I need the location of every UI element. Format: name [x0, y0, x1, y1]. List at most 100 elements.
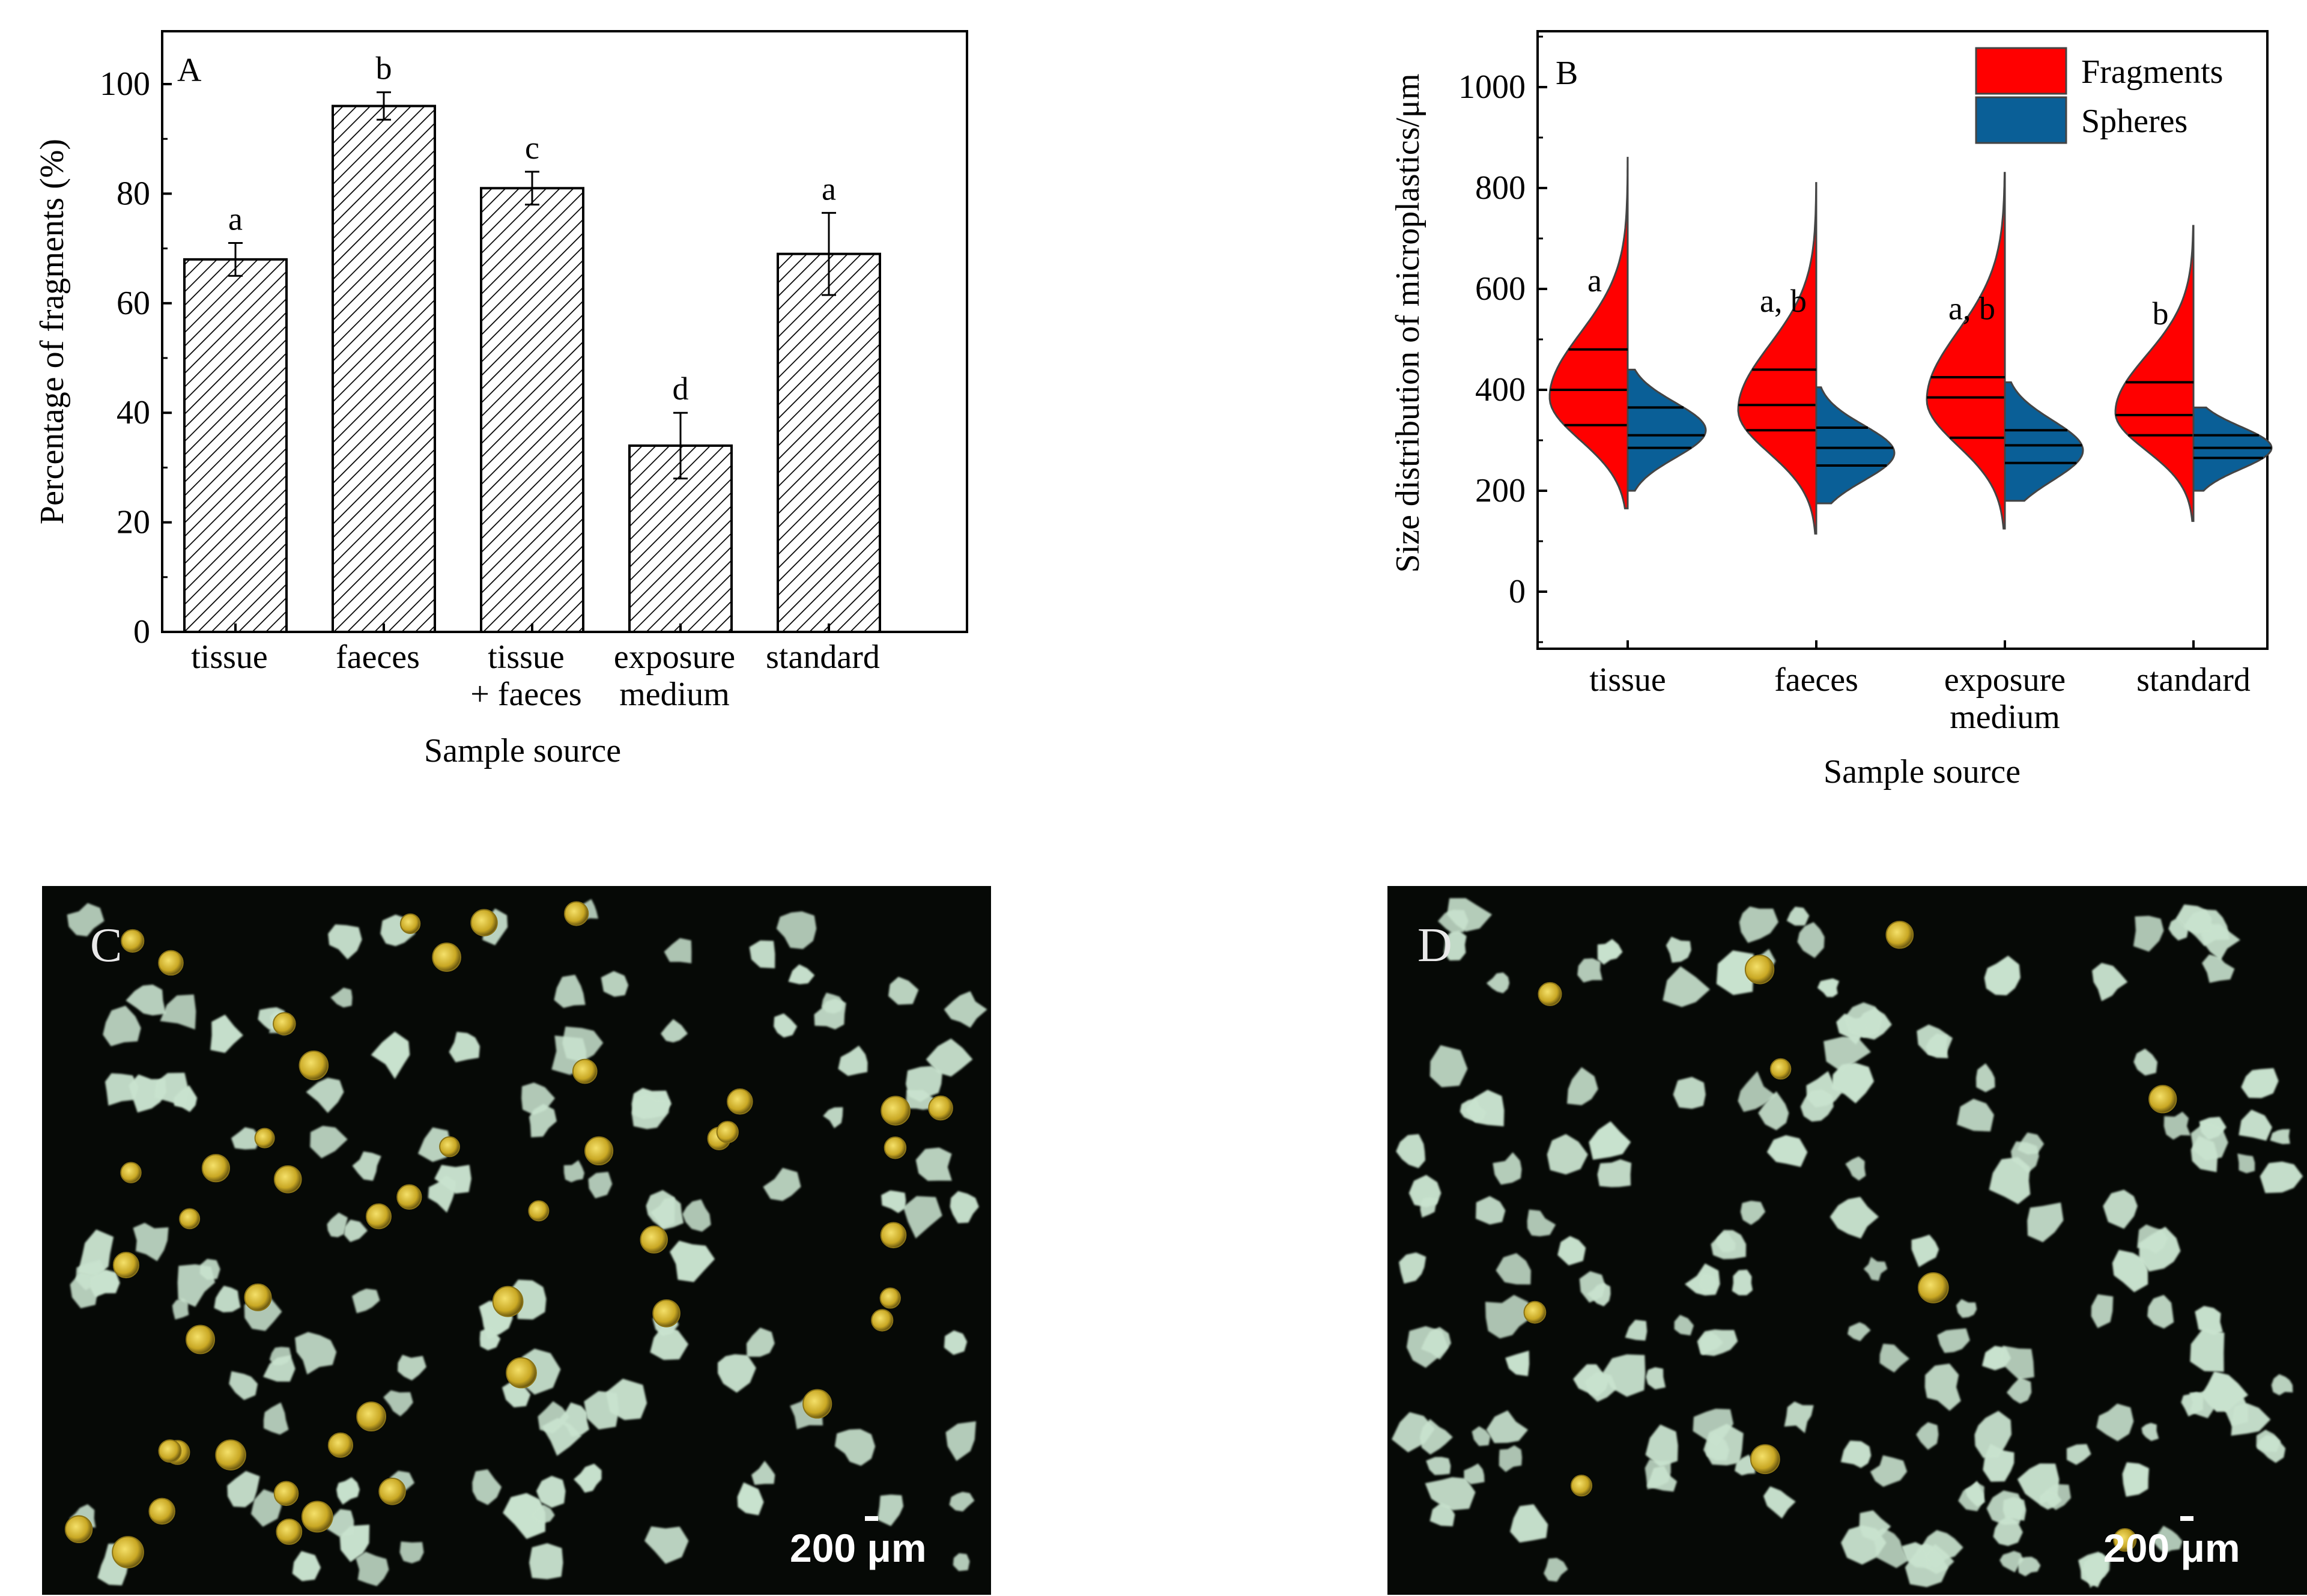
fragment-particle [1965, 1481, 1985, 1507]
fragment-particle [1447, 898, 1493, 932]
fragment-particle [834, 1429, 876, 1466]
fragment-particle [174, 1085, 198, 1112]
fragment-particle [263, 1402, 289, 1435]
sphere-particle [1538, 982, 1562, 1006]
legend-swatch [1975, 47, 2067, 95]
fragment-particle [1573, 1364, 1610, 1397]
sphere-particle [1750, 1444, 1780, 1475]
sphere-particle [64, 1515, 93, 1544]
fragment-particle [788, 964, 815, 985]
fragment-particle [1557, 1236, 1586, 1266]
fragment-particle [2141, 1422, 2159, 1441]
fragment-particle [953, 1553, 970, 1571]
fragment-particle [2091, 1294, 2114, 1328]
fragment-particle [2271, 1374, 2293, 1395]
fragment-particle [503, 1493, 545, 1540]
fragment-particle [1406, 1326, 1449, 1368]
fragment-particle [644, 1526, 689, 1564]
fragment-particle [1589, 1121, 1631, 1160]
fragment-particle [536, 1476, 566, 1508]
fragment-particle [1429, 1045, 1468, 1087]
sphere-particle [148, 1497, 175, 1525]
fragment-particle [903, 1196, 942, 1239]
fragment-particle [339, 1525, 370, 1562]
sphere-particle [871, 1309, 894, 1332]
significance-letter: a [822, 171, 836, 207]
fragment-particle [1758, 1091, 1789, 1130]
panel-b-y-tick-label: 1000 [1458, 68, 1526, 106]
fragment-particle [330, 988, 353, 1008]
fragment-particle [1646, 1367, 1666, 1390]
sphere-particle [276, 1519, 303, 1545]
fragment-particle [1493, 1152, 1522, 1185]
fragment-particle [2133, 1048, 2157, 1076]
fragment-particle [2270, 1129, 2290, 1144]
sphere-particle [884, 1136, 907, 1159]
fragment-particle [2195, 1306, 2223, 1335]
fragment-particle [1703, 1424, 1744, 1466]
fragment-particle [1924, 1364, 1961, 1411]
panel-a-bars: a b c d a [183, 50, 881, 634]
panel-d-scale-label: 200 μm [2103, 1526, 2240, 1570]
fragment-particle [1460, 1098, 1487, 1122]
violin-spheres [2192, 406, 2273, 492]
sphere-particle [439, 1136, 460, 1158]
sphere-particle [928, 1095, 953, 1121]
panel-b-violin-chart: B 0 200 400 600 800 1000 a a, b a, b b tissue fae… [1389, 30, 2273, 790]
sphere-particle [399, 913, 421, 934]
panel-b-y-tick-label: 400 [1475, 371, 1526, 408]
sphere-particle [2148, 1085, 2177, 1114]
sphere-particle [273, 1012, 296, 1036]
fragment-particle [945, 1421, 976, 1461]
panel-a-x-tick-label: tissue [488, 639, 565, 676]
panel-a-y-tick-label: 40 [117, 394, 150, 431]
panel-b-x-tick-label: standard [2136, 661, 2251, 699]
panel-a-y-tick-label: 100 [100, 65, 150, 103]
fragment-particle [2006, 1377, 2032, 1404]
fragment-particle [521, 1082, 555, 1115]
fragment-particle [2176, 904, 2212, 934]
fragment-particle [2181, 1392, 2204, 1417]
panel-b-x-tick-label: faeces [1774, 661, 1858, 699]
violin-spheres [2004, 381, 2084, 502]
fragment-particle [199, 1258, 220, 1280]
violin-fragments [1737, 182, 1817, 535]
fragment-particle [2256, 1430, 2281, 1452]
fragment-particle [472, 1469, 502, 1505]
fragment-particle [1924, 1544, 1954, 1574]
panel-a-x-tick-label: tissue [191, 639, 268, 676]
fragment-particle [574, 1463, 602, 1493]
fragment-particle [751, 1460, 775, 1485]
fragment-particle [160, 994, 196, 1030]
sphere-particle [879, 1287, 901, 1309]
fragment-particle [371, 1031, 410, 1079]
fragment-particle [1763, 1486, 1796, 1519]
fragment-particle [105, 1073, 139, 1106]
legend-label: Fragments [2081, 53, 2223, 91]
sphere-particle [327, 1432, 353, 1458]
fragment-particle [1740, 1201, 1766, 1225]
sphere-particle [158, 950, 184, 976]
fragment-particle [774, 1013, 798, 1038]
fragment-particle [718, 1354, 756, 1393]
violin-fragments [1926, 172, 2006, 530]
fragment-particle [295, 1332, 337, 1375]
fragment-particle [1956, 1099, 1994, 1132]
fragment-particle [588, 1171, 613, 1198]
fragment-particle [214, 1285, 241, 1312]
sphere-particle [506, 1357, 537, 1389]
fragment-particle [1673, 1076, 1706, 1109]
fragment-particle [2017, 1132, 2045, 1155]
fragment-particle [1505, 1350, 1530, 1376]
sphere-particle [186, 1324, 215, 1355]
significance-letter: a [1587, 262, 1602, 299]
fragment-particle [554, 974, 586, 1008]
sphere-particle [528, 1200, 550, 1222]
fragment-particle [1399, 1252, 1426, 1284]
sphere-particle [396, 1184, 422, 1210]
fragment-particle [1486, 972, 1510, 994]
fragment-particle [1732, 1269, 1753, 1296]
fragment-particle [1472, 1426, 1491, 1446]
sphere-particle [1744, 954, 1775, 985]
